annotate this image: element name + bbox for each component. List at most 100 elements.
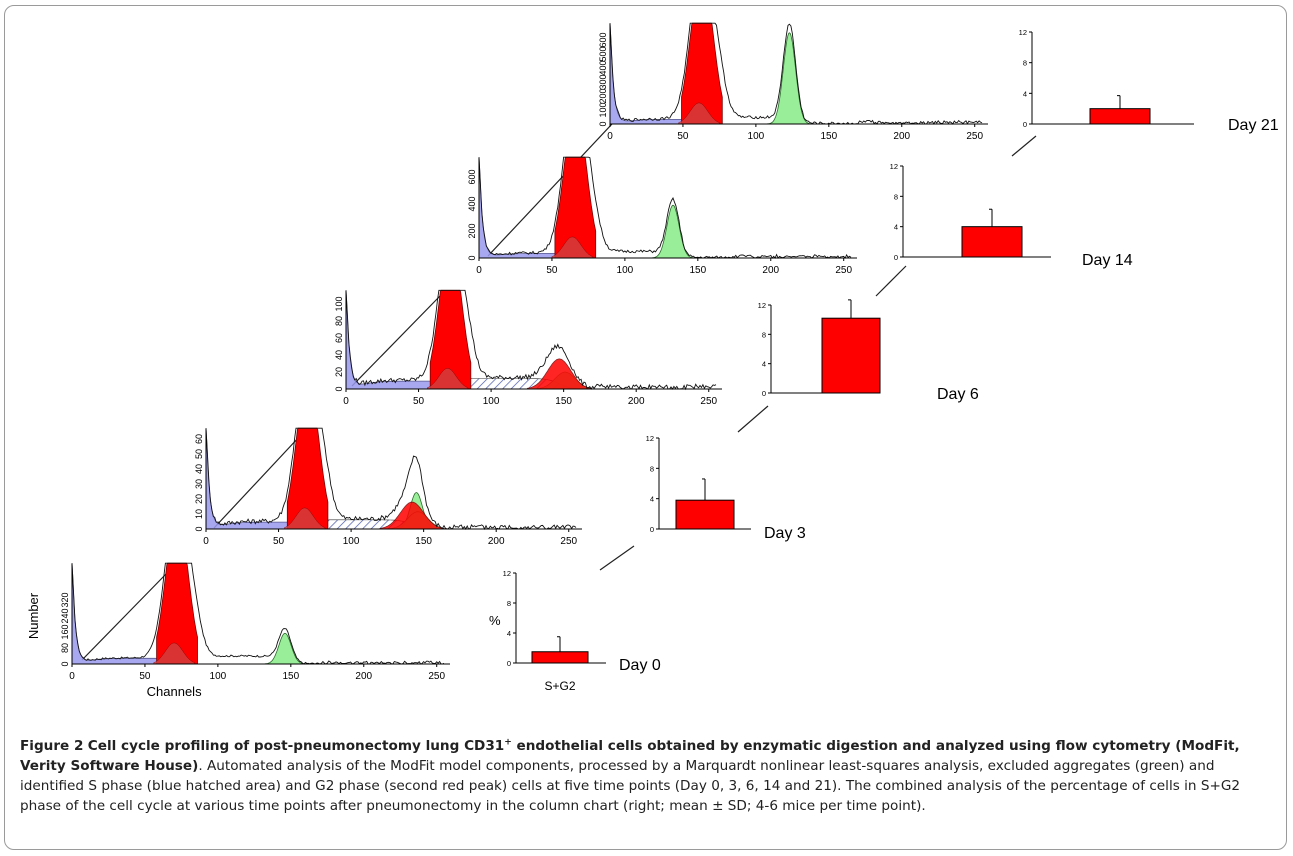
y-tick-label: 320	[60, 592, 70, 607]
y-tick-label: 60	[334, 333, 344, 343]
raw-histogram-line	[345, 289, 717, 391]
bar-y-tick-label: 8	[650, 464, 654, 473]
x-tick-label: 50	[546, 265, 558, 276]
x-tick-label: 50	[273, 536, 285, 547]
day-label: Day 14	[1082, 252, 1133, 269]
y-tick-label: 600	[598, 32, 608, 47]
g1-shoulder	[551, 236, 594, 259]
day-label: Day 0	[619, 657, 661, 674]
x-tick-label: 50	[677, 131, 689, 142]
raw-histogram-line	[205, 427, 577, 531]
x-tick-label: 0	[69, 671, 75, 682]
x-tick-label: 100	[748, 131, 765, 142]
y-tick-label: 400	[467, 196, 477, 211]
histogram-day6: 0 50 100 150 200 250 0 20 40 60 80 100	[334, 289, 722, 407]
connector-line	[487, 123, 613, 257]
y-tick-label: 10	[194, 509, 204, 519]
connector-line	[81, 571, 169, 661]
y-tick-label: 0	[60, 661, 70, 666]
bar-day14: 0 4 8 12 Day 14	[890, 162, 1133, 269]
y-tick-label: 600	[467, 169, 477, 184]
y-tick-label: 40	[334, 350, 344, 360]
axis-cap	[480, 160, 481, 162]
bar-y-tick-label: 12	[890, 162, 898, 171]
raw-histogram-line	[478, 156, 852, 259]
x-tick-label: 250	[835, 265, 852, 276]
y-tick-label: 0	[194, 526, 204, 531]
bar-y-tick-label: 4	[507, 629, 511, 638]
bar-y-tick-label: 0	[507, 659, 511, 668]
connector-line	[737, 405, 769, 433]
bar-y-tick-label: 0	[1023, 120, 1027, 129]
bar-y-tick-label: 12	[1019, 28, 1027, 37]
y-tick-label: 500	[598, 46, 608, 61]
axis-cap	[611, 26, 612, 28]
y-tick-label: 20	[194, 494, 204, 504]
y-axis-label: Number	[26, 592, 41, 639]
x-tick-label: 150	[415, 536, 432, 547]
x-tick-label: 150	[689, 265, 706, 276]
x-tick-label: 150	[282, 671, 299, 682]
bar-y-tick-label: 0	[762, 389, 766, 398]
aggregate-peak	[261, 632, 309, 665]
x-tick-label: 50	[139, 671, 151, 682]
connector-line	[213, 435, 301, 529]
x-tick-label: 0	[607, 131, 613, 142]
y-tick-label: 50	[194, 449, 204, 459]
x-tick-label: 100	[210, 671, 227, 682]
bar	[531, 651, 589, 664]
caption-label: Figure 2	[20, 738, 84, 754]
bar	[821, 317, 881, 394]
connector-line	[1011, 135, 1037, 157]
y-tick-label: 300	[598, 74, 608, 89]
g1-shoulder	[284, 507, 326, 530]
axis-cap	[207, 431, 208, 433]
bar-y-tick-label: 4	[1023, 89, 1027, 98]
y-tick-label: 240	[60, 608, 70, 623]
x-tick-label: 200	[628, 396, 645, 407]
y-tick-label: 40	[194, 464, 204, 474]
raw-histogram-line	[71, 562, 445, 665]
y-tick-label: 0	[334, 386, 344, 391]
y-tick-label: 200	[598, 88, 608, 103]
bar	[675, 499, 735, 530]
bar-y-tick-label: 4	[650, 495, 654, 504]
g1-shoulder	[427, 368, 469, 390]
y-tick-label: 80	[334, 316, 344, 326]
x-tick-label: 200	[355, 671, 372, 682]
bar-y-tick-label: 12	[758, 301, 766, 310]
caption-title: Cell cycle profiling of post-pneumonecto…	[20, 737, 1240, 774]
y-tick-label: 100	[334, 296, 344, 311]
bar-y-tick-label: 8	[762, 330, 766, 339]
y-tick-label: 60	[194, 434, 204, 444]
day-label: Day 3	[764, 525, 806, 542]
bar-y-tick-label: 0	[894, 253, 898, 262]
x-axis-label: Channels	[147, 684, 202, 699]
x-tick-label: 0	[476, 265, 482, 276]
x-tick-label: 200	[488, 536, 505, 547]
bar-y-tick-label: 12	[503, 569, 511, 578]
figure-frame	[4, 5, 1287, 850]
x-tick-label: 100	[617, 265, 634, 276]
y-tick-label: 20	[334, 367, 344, 377]
bar-day3: 0 4 8 12 Day 3	[646, 434, 806, 542]
histogram-day14: 0 50 100 150 200 250 0 200 400 600	[467, 156, 857, 276]
bar-y-tick-label: 8	[1023, 59, 1027, 68]
g1-shoulder	[153, 642, 195, 665]
x-tick-label: 250	[428, 671, 445, 682]
aggregate-peak	[649, 204, 697, 259]
bar-y-tick-label: 8	[507, 599, 511, 608]
y-tick-label: 400	[598, 60, 608, 75]
bar-day6: 0 4 8 12 Day 6	[758, 299, 979, 403]
bar-y-tick-label: 0	[650, 525, 654, 534]
x-tick-label: 200	[893, 131, 910, 142]
connector-line	[875, 265, 907, 297]
connector-line	[599, 545, 635, 571]
x-tick-label: 250	[560, 536, 577, 547]
caption-body: . Automated analysis of the ModFit model…	[20, 758, 1241, 814]
bar	[1089, 108, 1151, 125]
day-label: Day 21	[1228, 117, 1279, 134]
bar-y-tick-label: 4	[762, 360, 766, 369]
x-tick-label: 150	[555, 396, 572, 407]
x-tick-label: 100	[343, 536, 360, 547]
